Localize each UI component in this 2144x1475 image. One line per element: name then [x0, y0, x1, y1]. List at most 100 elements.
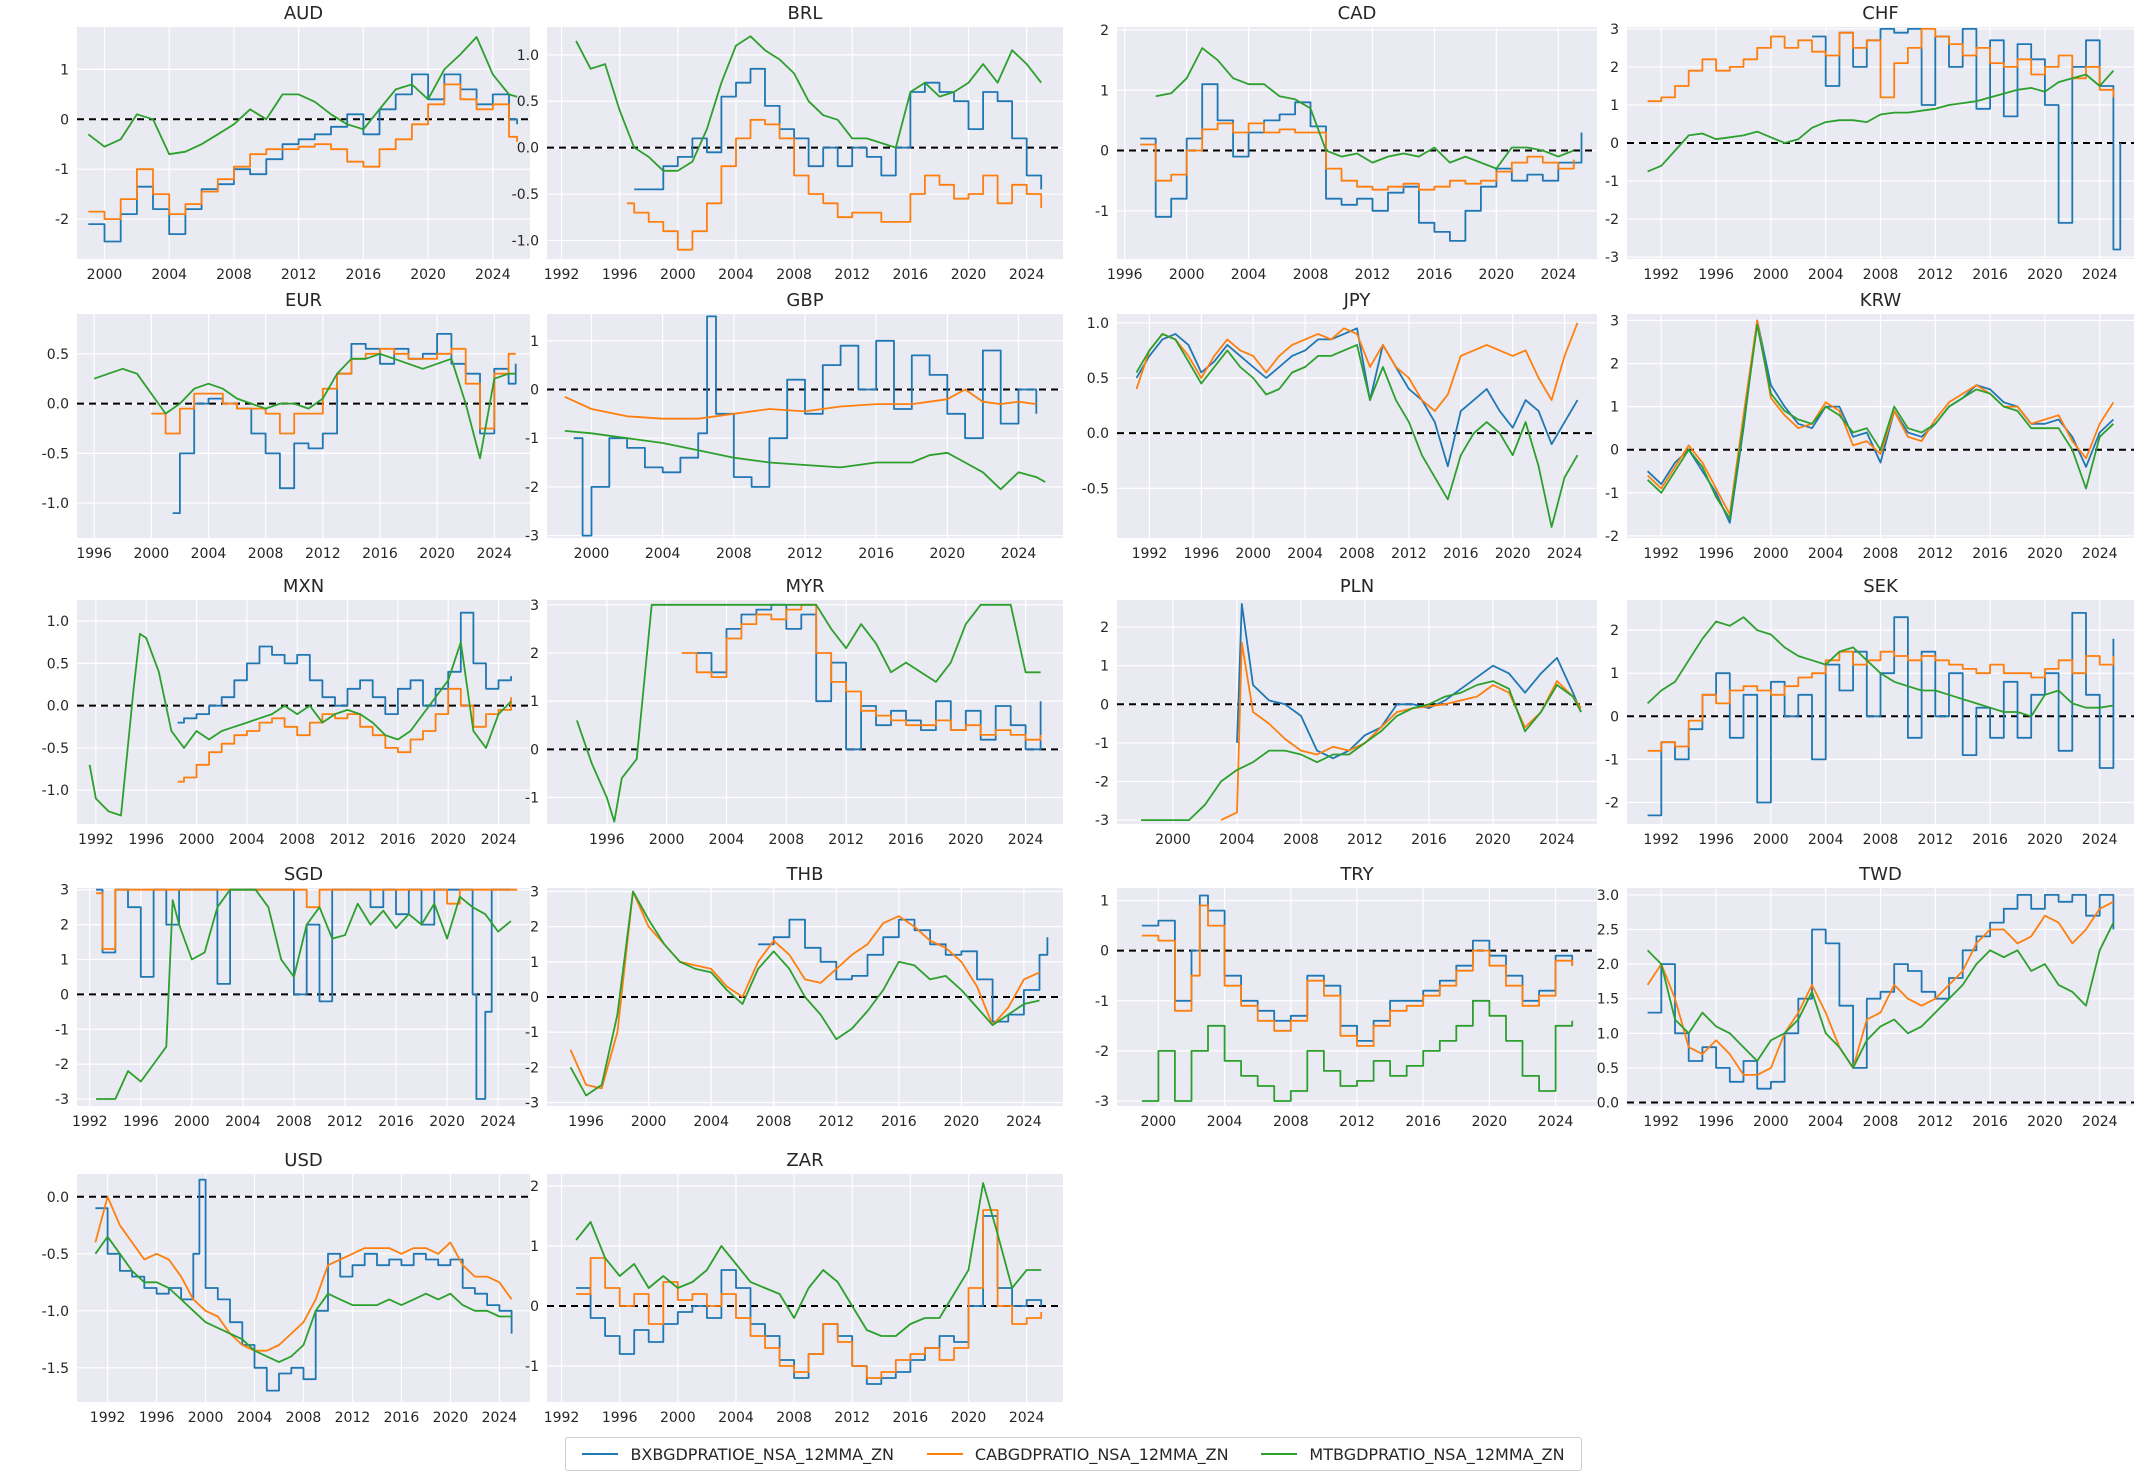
x-tick-label: 2020 — [430, 832, 466, 848]
x-tick-label: 2004 — [225, 1114, 261, 1130]
subplot-title: ZAR — [786, 1150, 823, 1171]
x-tick-label: 2016 — [380, 832, 416, 848]
series-line-bxbgdpratioe_nsa_12mma_zn — [573, 315, 1038, 537]
y-tick-label: -1 — [1095, 204, 1109, 220]
x-tick-label: 2000 — [133, 546, 169, 562]
y-tick-label: 0.0 — [517, 141, 539, 157]
x-tick-label: 1996 — [128, 832, 164, 848]
y-tick-label: -2 — [1095, 775, 1109, 791]
series-line-bxbgdpratioe_nsa_12mma_zn — [758, 918, 1049, 1023]
x-tick-label: 2000 — [188, 1410, 224, 1426]
y-tick-label: -1 — [1605, 174, 1619, 190]
series-line-bxbgdpratioe_nsa_12mma_zn — [1141, 894, 1574, 1042]
y-tick-label: 1 — [530, 334, 539, 350]
y-tick-label: 1.0 — [517, 48, 539, 64]
x-tick-label: 2004 — [645, 546, 681, 562]
y-tick-label: 0.5 — [517, 94, 539, 110]
series-line-mtbgdpratio_nsa_12mma_zn — [564, 430, 1046, 491]
y-tick-label: -1 — [1095, 736, 1109, 752]
x-tick-label: 2016 — [881, 1114, 917, 1130]
plot-area — [547, 600, 1063, 824]
series-line-bxbgdpratioe_nsa_12mma_zn — [634, 67, 1043, 191]
subplot-title: SEK — [1863, 576, 1899, 597]
x-tick-label: 1996 — [568, 1114, 604, 1130]
x-tick-label: 2020 — [1479, 267, 1515, 283]
subplot-myr: 1996 2000 2004 2008 2012 2016 2020 2024 -1 0 1 2 3 MY… — [525, 576, 1063, 848]
x-tick-label: 2008 — [248, 546, 284, 562]
x-tick-label: 2004 — [191, 546, 227, 562]
plot-area — [547, 27, 1063, 259]
series-line-bxbgdpratioe_nsa_12mma_zn — [1140, 83, 1583, 242]
y-tick-label: -1 — [55, 1022, 69, 1038]
x-tick-label: 1992 — [544, 1410, 580, 1426]
x-tick-label: 2012 — [1355, 267, 1391, 283]
x-tick-label: 2024 — [1538, 1114, 1574, 1130]
x-tick-label: 2008 — [276, 1114, 312, 1130]
series-group — [77, 333, 530, 514]
y-tick-label: 3 — [530, 598, 539, 614]
x-tick-label: 2008 — [216, 267, 252, 283]
y-tick-label: -2 — [525, 480, 539, 496]
x-tick-label: 2024 — [1009, 1410, 1045, 1426]
x-tick-label: 2000 — [179, 832, 215, 848]
series-group — [77, 611, 530, 817]
y-tick-label: -1.5 — [42, 1361, 69, 1377]
series-line-mtbgdpratio_nsa_12mma_zn — [1647, 70, 2115, 173]
subplot-zar: 1992 1996 2000 2004 2008 2012 2016 2020 2024 -1 0 1… — [525, 1150, 1063, 1426]
y-tick-label: 1.0 — [1597, 1026, 1619, 1042]
x-tick-label: 2008 — [768, 832, 804, 848]
legend-entry: BXBGDPRATIOE_NSA_12MMA_ZN — [582, 1445, 894, 1464]
y-tick-label: -0.5 — [512, 187, 539, 203]
x-tick-label: 2016 — [1411, 832, 1447, 848]
x-tick-label: 2012 — [330, 832, 366, 848]
x-tick-label: 2012 — [1339, 1114, 1375, 1130]
legend-label: MTBGDPRATIO_NSA_12MMA_ZN — [1309, 1444, 1565, 1464]
y-tick-label: 1 — [1610, 400, 1619, 416]
series-line-bxbgdpratioe_nsa_12mma_zn — [1812, 28, 2122, 251]
x-tick-label: 2000 — [1753, 832, 1789, 848]
x-tick-label: 2024 — [1008, 832, 1044, 848]
x-tick-label: 2020 — [951, 267, 987, 283]
subplot-title: USD — [284, 1150, 322, 1171]
plot-area — [77, 314, 530, 538]
subplot-aud: 2000 2004 2008 2012 2016 2020 2024 -2 -1 0 1 AUD — [55, 3, 530, 283]
x-tick-label: 2008 — [716, 546, 752, 562]
x-tick-label: 2020 — [1495, 546, 1531, 562]
y-tick-label: 0.0 — [1087, 426, 1109, 442]
plot-area — [77, 600, 530, 824]
legend-label: CABGDPRATIO_NSA_12MMA_ZN — [974, 1444, 1229, 1464]
x-tick-label: 2004 — [1219, 832, 1255, 848]
series-line-cabgdpratio_nsa_12mma_zn — [1141, 904, 1574, 1047]
series-group — [547, 35, 1063, 251]
y-tick-label: 1 — [60, 953, 69, 969]
x-tick-label: 2008 — [1863, 1114, 1899, 1130]
x-tick-label: 1996 — [1184, 546, 1220, 562]
x-tick-label: 2024 — [476, 546, 512, 562]
x-tick-label: 2000 — [174, 1114, 210, 1130]
x-tick-label: 2004 — [709, 832, 745, 848]
y-tick-label: 2.5 — [1597, 923, 1619, 939]
series-line-mtbgdpratio_nsa_12mma_zn — [575, 35, 1042, 172]
x-tick-label: 2024 — [480, 1114, 516, 1130]
y-tick-label: 3.0 — [1597, 888, 1619, 904]
series-line-mtbgdpratio_nsa_12mma_zn — [1141, 680, 1582, 821]
y-tick-label: -1.0 — [42, 1304, 69, 1320]
series-line-cabgdpratio_nsa_12mma_zn — [1646, 900, 2114, 1076]
y-tick-label: 0 — [1100, 697, 1109, 713]
series-line-mtbgdpratio_nsa_12mma_zn — [1155, 47, 1575, 170]
x-tick-label: 2020 — [433, 1410, 469, 1426]
y-tick-label: 3 — [1610, 313, 1619, 329]
x-tick-label: 2016 — [1972, 546, 2008, 562]
x-tick-label: 2016 — [858, 546, 894, 562]
y-tick-label: -3 — [1095, 813, 1109, 829]
y-tick-label: 0.5 — [47, 656, 69, 672]
series-group — [547, 315, 1063, 537]
subplot-mxn: 1992 1996 2000 2004 2008 2012 2016 2020 2024 -1.0… — [42, 576, 530, 848]
x-tick-label: 2004 — [229, 832, 265, 848]
y-tick-label: -1 — [55, 162, 69, 178]
y-tick-label: 0 — [530, 742, 539, 758]
series-line-cabgdpratio_nsa_12mma_zn — [1647, 28, 2115, 103]
x-tick-label: 1992 — [1643, 1114, 1679, 1130]
x-tick-label: 1996 — [589, 832, 625, 848]
series-line-mtbgdpratio_nsa_12mma_zn — [88, 632, 512, 817]
